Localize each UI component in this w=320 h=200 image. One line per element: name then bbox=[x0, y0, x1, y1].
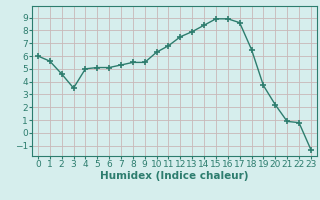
X-axis label: Humidex (Indice chaleur): Humidex (Indice chaleur) bbox=[100, 171, 249, 181]
